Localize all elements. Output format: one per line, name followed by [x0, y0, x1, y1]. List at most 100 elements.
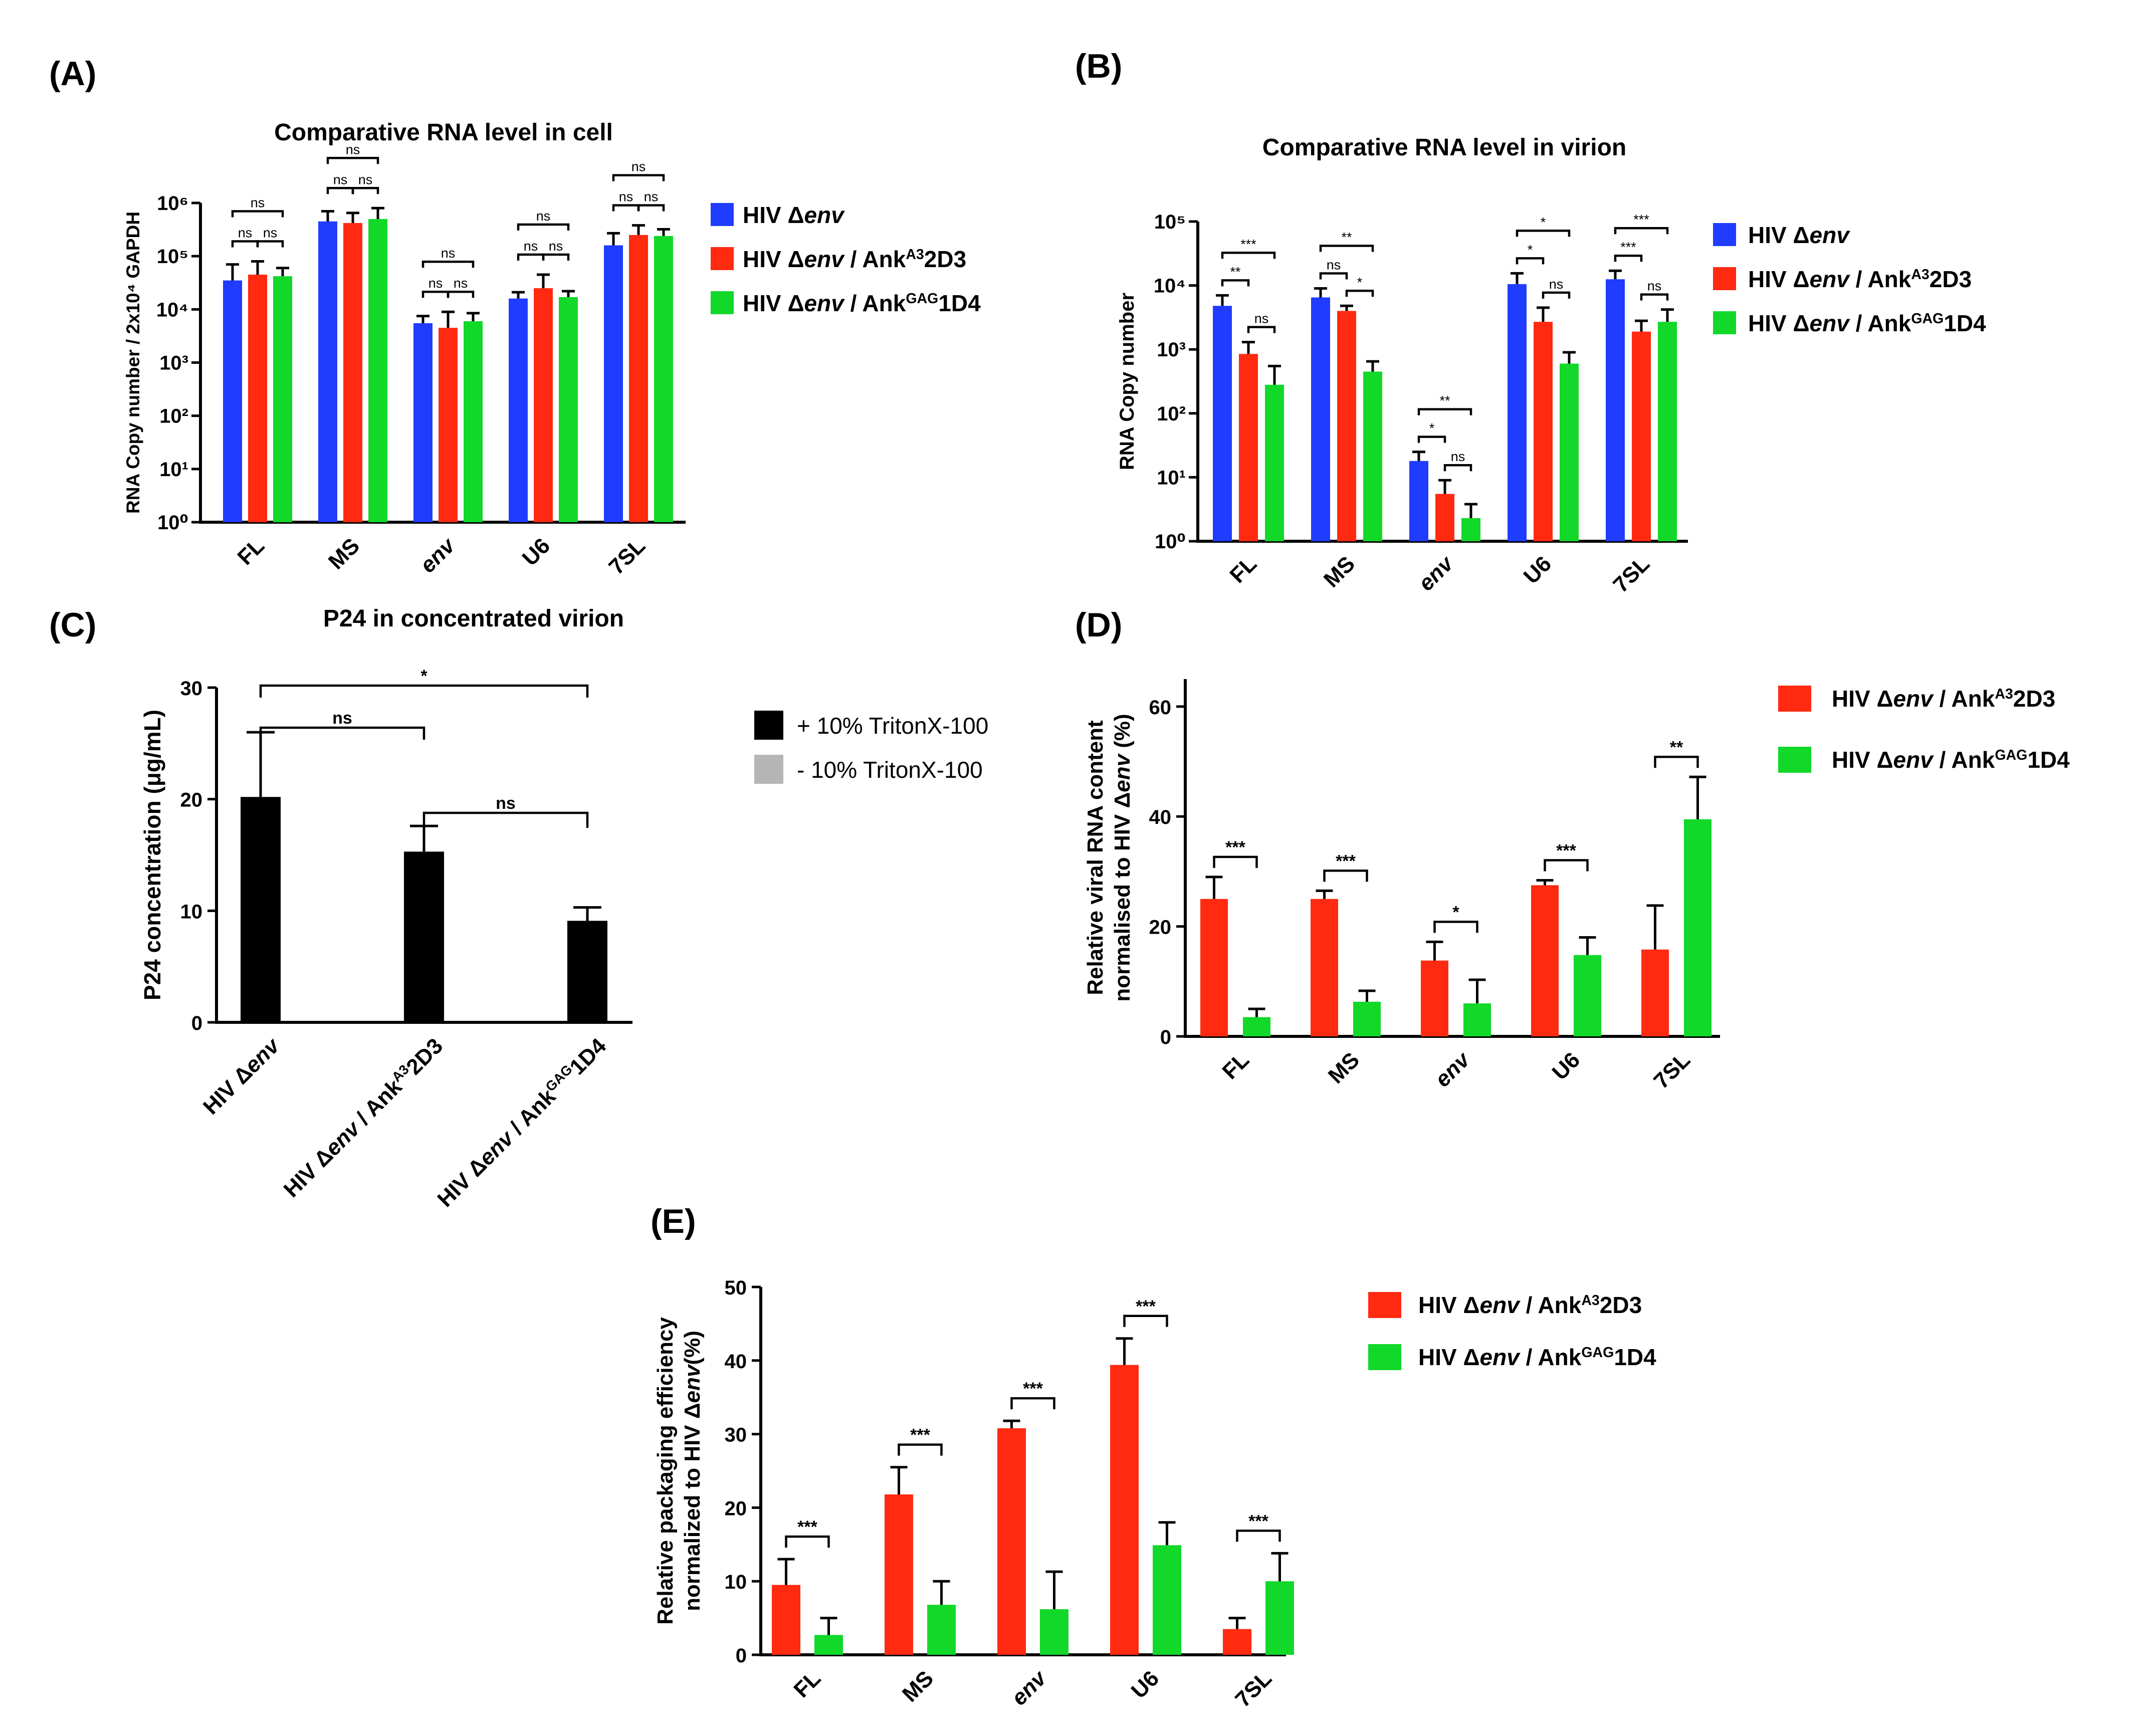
- panel-A-errorbar: [562, 290, 575, 297]
- panel-E-errorbar: [1228, 1617, 1246, 1629]
- panel-E-ytick-label: 10: [725, 1571, 747, 1593]
- panel-C-ylabel: P24 concentration (μg/mL): [139, 710, 165, 1000]
- panel-E-category: MS: [898, 1666, 938, 1706]
- panel-B-errorbar: [1511, 272, 1524, 284]
- panel-E-bar: [1110, 1365, 1139, 1655]
- panel-E-legend-label: HIV Δenv / AnkGAG1D4: [1418, 1344, 1656, 1370]
- panel-B-sig-label: ***: [1240, 237, 1256, 252]
- panel-B-errorbar: [1609, 269, 1622, 280]
- panel-E-ytick-label: 20: [725, 1497, 747, 1520]
- panel-A-label: (A): [49, 55, 96, 93]
- panel-B-sig-bracket: [1247, 326, 1276, 333]
- panel-A-errorbar: [321, 209, 334, 222]
- panel-D-legend-swatch: [1778, 747, 1811, 773]
- panel-D-bar: [1353, 1001, 1381, 1036]
- panel-A-sig-bracket: [231, 240, 259, 248]
- panel-A-sig-label: ns: [429, 276, 443, 291]
- panel-D-errorbar: [1468, 978, 1486, 1004]
- panel-A-sig-label: ns: [536, 208, 551, 224]
- panel-A-ytick-label: 10²: [159, 405, 188, 427]
- panel-A-errorbar: [371, 206, 384, 219]
- panel-B-bar: [1239, 354, 1258, 541]
- panel-E-category: 7SL: [1230, 1666, 1276, 1712]
- panel-A-errorbar: [607, 232, 620, 246]
- panel-B-errorbar: [1314, 287, 1327, 298]
- panel-D-errorbar: [1316, 889, 1333, 899]
- panel-B-sig-bracket: [1516, 230, 1571, 237]
- panel-A-sig-label: ns: [346, 142, 360, 157]
- panel-A-sig-bracket: [256, 240, 284, 248]
- panel-B-bar: [1606, 279, 1625, 541]
- panel-A-legend-label: HIV Δenv / AnkGAG1D4: [743, 290, 981, 316]
- panel-E-errorbar: [820, 1617, 837, 1635]
- panel-D-sig-bracket: [1433, 921, 1478, 933]
- panel-E-sig-bracket: [898, 1443, 943, 1456]
- panel-A-bar: [368, 219, 387, 522]
- panel-E-sig-label: ***: [910, 1426, 930, 1445]
- panel-B-bar: [1560, 363, 1579, 541]
- panel-E-ylabel: Relative packaging efficiency: [653, 1317, 678, 1625]
- panel-D-errorbar: [1358, 989, 1376, 1002]
- panel-B-sig-bracket: [1319, 245, 1374, 252]
- panel-C-legend-swatch: [754, 711, 783, 740]
- panel-B-sig-label: **: [1341, 230, 1352, 245]
- panel-B-sig-bracket: [1417, 408, 1472, 415]
- panel-C-sig-bracket: [259, 684, 589, 698]
- panel-B-category: env: [1414, 551, 1459, 596]
- panel-E-errorbar: [933, 1580, 950, 1605]
- panel-C-errorbar: [573, 906, 601, 921]
- panel-B-sig-bracket: [1443, 464, 1472, 472]
- panel-A-errorbar: [226, 263, 239, 281]
- panel-E-errorbar: [1003, 1419, 1020, 1428]
- panel-B-errorbar: [1438, 479, 1451, 494]
- panel-B-category: 7SL: [1608, 551, 1654, 597]
- panel-B-sig-bracket: [1221, 279, 1250, 287]
- panel-B-errorbar: [1661, 308, 1674, 322]
- panel-E-sig-label: ***: [1136, 1297, 1156, 1316]
- panel-E-legend-swatch: [1368, 1344, 1401, 1370]
- panel-D-ylabel: Relative viral RNA content: [1083, 720, 1108, 995]
- panel-B-ytick-label: 10³: [1157, 339, 1186, 361]
- panel-B-bar: [1508, 284, 1527, 541]
- panel-A-sig-bracket: [517, 223, 570, 231]
- panel-B-errorbar: [1340, 304, 1353, 311]
- panel-B-sig-label: *: [1528, 242, 1533, 257]
- panel-B-sig-bracket: [1516, 257, 1545, 265]
- panel-B-ytick-label: 10⁵: [1154, 211, 1186, 233]
- panel-E-sig-bracket: [1236, 1530, 1281, 1542]
- panel-A-errorbar: [251, 260, 264, 275]
- panel-A-sig-label: ns: [549, 239, 563, 254]
- panel-E-ytick-label: 50: [725, 1277, 747, 1299]
- panel-A-sig-bracket: [421, 290, 450, 298]
- panel-B-bar: [1363, 371, 1382, 541]
- panel-B-errorbar: [1537, 306, 1550, 322]
- panel-A-bar: [654, 236, 673, 522]
- panel-A-errorbar: [467, 312, 480, 321]
- panel-C-ytick-label: 20: [180, 789, 203, 811]
- panel-D-sig-bracket: [1323, 870, 1368, 882]
- panel-C-category: HIV Δenv: [198, 1033, 285, 1120]
- panel-D-bar: [1641, 949, 1669, 1036]
- panel-A-sig-label: ns: [454, 276, 468, 291]
- panel-C-sig-label: *: [420, 667, 427, 686]
- panel-A-sig-label: ns: [333, 172, 348, 187]
- panel-E-ylabel: normalized to HIV Δenv(%): [680, 1331, 705, 1611]
- panel-B-bar: [1461, 518, 1480, 541]
- panel-D-label: (D): [1075, 606, 1122, 644]
- panel-B-errorbar: [1563, 351, 1576, 364]
- panel-E-errorbar: [1045, 1570, 1063, 1609]
- panel-A-category: U6: [518, 533, 555, 570]
- panel-A-ytick-label: 10⁵: [157, 246, 188, 268]
- panel-B-errorbar: [1412, 451, 1425, 461]
- panel-C-legend-swatch: [754, 755, 783, 784]
- panel-B-ytick-label: 10⁰: [1155, 531, 1186, 553]
- panel-B-sig-label: *: [1541, 214, 1546, 230]
- panel-C-errorbar: [410, 824, 438, 852]
- panel-A-bar: [604, 245, 623, 522]
- panel-E-bar: [927, 1605, 956, 1655]
- panel-A-bar: [534, 288, 553, 522]
- panel-A-errorbar: [512, 291, 525, 299]
- panel-E-bar: [997, 1428, 1026, 1655]
- panel-A-ytick-label: 10³: [159, 352, 188, 374]
